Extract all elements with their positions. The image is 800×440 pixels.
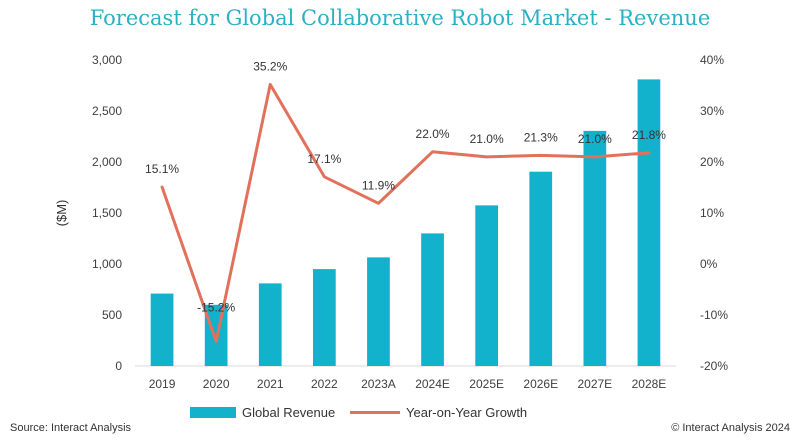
copyright-note: © Interact Analysis 2024 — [671, 422, 790, 434]
x-tick-label: 2024E — [415, 377, 450, 391]
chart: 0 500 1,000 1,500 2,000 2,500 3,000 -20% -10% 0% 1… — [54, 53, 728, 391]
bar — [150, 293, 174, 366]
bar — [637, 79, 661, 366]
bar — [258, 283, 282, 366]
y2-tick-label: -10% — [700, 308, 728, 322]
bar — [475, 205, 499, 366]
source-note: Source: Interact Analysis — [10, 422, 132, 434]
growth-data-label: 17.1% — [307, 152, 341, 166]
growth-data-label: -15.2% — [197, 301, 235, 315]
growth-data-label: 15.1% — [145, 162, 179, 176]
growth-data-label: 21.0% — [470, 132, 504, 146]
legend-label-growth: Year-on-Year Growth — [406, 405, 528, 420]
x-tick-label: 2020 — [203, 377, 230, 391]
y-tick-label: 3,000 — [92, 53, 122, 67]
bar — [421, 233, 444, 366]
legend: Global Revenue Year-on-Year Growth — [0, 405, 800, 425]
growth-data-label: 11.9% — [362, 178, 395, 192]
chart-title: Forecast for Global Collaborative Robot … — [89, 6, 711, 30]
y2-tick-label: 40% — [700, 53, 724, 67]
y-tick-label: 1,000 — [92, 257, 122, 271]
x-tick-label: 2021 — [257, 377, 284, 391]
growth-data-label: 21.3% — [524, 130, 558, 144]
x-tick-label: 2022 — [311, 377, 338, 391]
y-tick-label: 2,500 — [92, 104, 122, 118]
x-tick-label: 2026E — [523, 377, 558, 391]
legend-swatch-bar — [190, 407, 236, 418]
growth-data-label: 21.0% — [578, 132, 612, 146]
legend-label-revenue: Global Revenue — [242, 405, 336, 420]
bar — [312, 269, 336, 366]
growth-data-label: 35.2% — [253, 59, 287, 73]
y2-tick-label: 20% — [700, 155, 724, 169]
x-tick-label: 2028E — [632, 377, 667, 391]
bar — [367, 257, 390, 366]
x-tick-label: 2025E — [469, 377, 504, 391]
y-tick-label: 2,000 — [92, 155, 122, 169]
growth-line — [160, 82, 651, 344]
y-tick-label: 500 — [102, 308, 122, 322]
legend-item-growth: Year-on-Year Growth — [350, 405, 527, 420]
x-tick-label: 2023A — [361, 377, 396, 391]
legend-swatch-line — [350, 411, 400, 414]
y2-tick-label: 30% — [700, 104, 724, 118]
y-tick-label: 1,500 — [92, 206, 122, 220]
y2-tick-label: 10% — [700, 206, 724, 220]
y2-tick-label: -20% — [700, 359, 728, 373]
x-tick-label: 2027E — [577, 377, 612, 391]
bar — [583, 130, 607, 366]
y2-tick-label: 0% — [700, 257, 718, 271]
bar — [529, 171, 553, 366]
legend-item-revenue: Global Revenue — [190, 405, 335, 420]
growth-data-label: 21.8% — [632, 128, 666, 142]
growth-data-label: 22.0% — [416, 127, 450, 141]
y-tick-label: 0 — [115, 359, 122, 373]
y-axis-title: ($M) — [54, 200, 69, 227]
x-tick-label: 2019 — [149, 377, 176, 391]
